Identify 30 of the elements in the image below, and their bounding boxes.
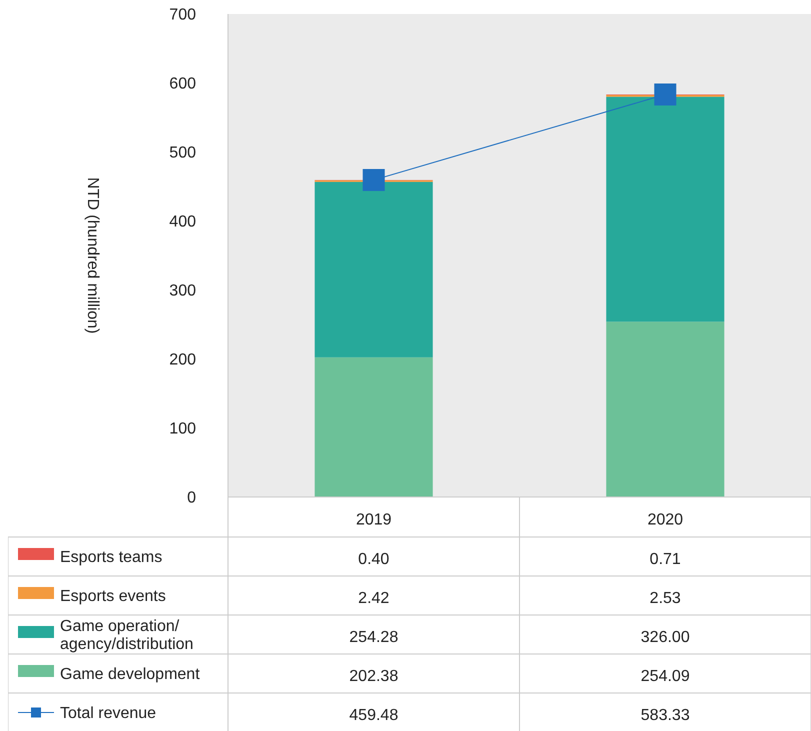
x-tick-label: 2019 [356,512,392,529]
legend-label: Esports teams [60,549,162,566]
legend-label: Game development [60,666,200,684]
data-label: 583.33 [640,707,690,724]
bar [314,357,433,497]
y-tick-label: 200 [169,352,196,369]
legend-label: Esports events [60,588,166,606]
data-label: 0.40 [358,551,390,568]
y-tick-label: 0 [187,490,196,507]
legend-label: Game operation/ agency/distribution [60,618,194,654]
data-label: 2.42 [358,590,390,608]
data-label: 254.28 [349,629,398,646]
y-tick-label: 300 [169,282,196,300]
x-tick-label: 2020 [647,512,684,529]
y-tick-label: 700 [169,6,196,24]
data-label: 202.38 [349,668,398,686]
data-label: 254.09 [640,668,690,686]
bar [314,182,433,358]
y-tick-label: 500 [169,144,196,162]
y-tick-label: 400 [169,214,196,231]
bar [606,96,724,322]
data-label: 0.71 [650,551,681,568]
bar [606,322,724,497]
y-axis-title: NTD (hundred million) [84,177,101,334]
y-tick-label: 100 [169,420,196,438]
data-label: 459.48 [349,707,398,724]
data-label: 326.00 [640,629,690,646]
data-label: 2.53 [650,590,681,608]
y-tick-label: 600 [169,76,196,93]
legend-label: Total revenue [60,705,156,722]
